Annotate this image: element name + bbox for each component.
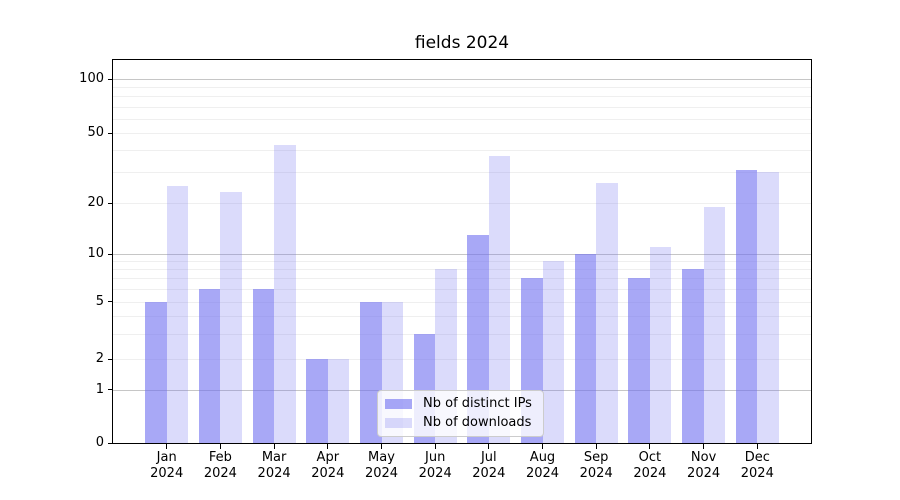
bar-distinct-ips-mar <box>252 289 275 443</box>
x-tick-mark <box>541 443 544 449</box>
chart-title: fields 2024 <box>414 33 510 53</box>
x-tick-mark <box>703 443 705 449</box>
bar-distinct-ips-feb <box>198 289 221 443</box>
x-tick-mark <box>595 443 597 449</box>
x-tick-label: Jul 2024 <box>472 450 506 481</box>
legend-swatch-distinct-ips <box>385 399 412 409</box>
minor-gridline <box>113 150 811 151</box>
x-tick-mark <box>327 443 329 449</box>
legend-label: Nb of distinct IPs <box>423 396 532 411</box>
x-tick-label: Jun 2024 <box>418 450 452 481</box>
legend: Nb of distinct IPs Nb of downloads <box>377 390 544 437</box>
x-tick-mark <box>380 443 383 449</box>
bar-distinct-ips-sep <box>574 254 597 443</box>
bar-downloads-jul <box>488 156 511 443</box>
bar-downloads-mar <box>274 144 296 443</box>
bar-downloads-apr <box>327 359 350 443</box>
bar-downloads-jan <box>166 186 189 443</box>
y-tick-label: 0 <box>95 435 104 450</box>
bar-distinct-ips-jan <box>145 301 167 443</box>
y-tick-mark <box>108 442 113 444</box>
x-tick-label: Sep 2024 <box>579 450 613 481</box>
minor-gridline <box>113 315 811 317</box>
y-tick-mark <box>108 253 113 255</box>
x-tick-mark <box>488 443 490 449</box>
y-tick-label: 10 <box>87 246 104 261</box>
bar-distinct-ips-may <box>360 301 382 443</box>
x-tick-mark <box>166 443 168 449</box>
y-tick-mark <box>108 301 113 303</box>
y-tick-label: 100 <box>79 71 104 86</box>
x-tick-mark <box>756 443 758 449</box>
bar-distinct-ips-dec <box>735 169 758 443</box>
minor-gridline <box>113 289 811 290</box>
minor-gridline <box>113 133 811 134</box>
major-gridline <box>113 79 811 81</box>
y-tick-label: 2 <box>95 351 104 366</box>
x-tick-label: Oct 2024 <box>633 450 667 481</box>
minor-gridline <box>113 118 811 120</box>
bar-distinct-ips-oct <box>628 278 650 443</box>
x-tick-label: Apr 2024 <box>311 450 345 481</box>
minor-gridline <box>113 261 811 263</box>
minor-gridline <box>113 106 811 108</box>
major-gridline <box>113 254 811 256</box>
x-tick-mark <box>649 443 651 449</box>
y-tick-mark <box>108 78 113 80</box>
minor-gridline <box>113 333 811 335</box>
y-tick-mark <box>108 389 113 391</box>
bar-distinct-ips-nov <box>682 269 704 443</box>
bar-downloads-oct <box>649 247 672 443</box>
bar-downloads-nov <box>703 206 726 443</box>
minor-gridline <box>113 96 811 98</box>
x-tick-mark <box>434 443 436 449</box>
minor-gridline <box>113 359 811 360</box>
y-tick-label: 50 <box>87 125 104 140</box>
y-tick-label: 20 <box>87 195 104 210</box>
legend-label: Nb of downloads <box>423 415 532 430</box>
legend-swatch-downloads <box>385 418 412 428</box>
bar-downloads-feb <box>220 192 242 443</box>
x-tick-mark <box>219 443 221 449</box>
bar-downloads-sep <box>596 183 618 443</box>
x-tick-label: Aug 2024 <box>525 450 560 481</box>
y-tick-label: 1 <box>95 381 104 397</box>
minor-gridline <box>113 301 811 303</box>
minor-gridline <box>113 87 811 89</box>
minor-gridline <box>113 172 811 173</box>
bar-downloads-dec <box>757 172 779 443</box>
y-tick-mark <box>108 132 113 134</box>
x-tick-label: Feb 2024 <box>203 450 237 481</box>
legend-item-distinct-ips: Nb of distinct IPs <box>385 396 543 412</box>
minor-gridline <box>113 203 811 204</box>
y-tick-label: 5 <box>95 293 104 309</box>
bar-downloads-aug <box>542 261 564 443</box>
minor-gridline <box>113 278 811 280</box>
x-tick-label: Dec 2024 <box>740 450 774 481</box>
x-tick-label: May 2024 <box>364 450 399 481</box>
x-tick-label: Jan 2024 <box>150 450 184 481</box>
x-tick-label: Mar 2024 <box>257 450 291 481</box>
bar-distinct-ips-apr <box>306 359 328 443</box>
minor-gridline <box>113 269 811 271</box>
y-tick-mark <box>108 358 113 360</box>
y-tick-mark <box>108 202 113 204</box>
legend-item-downloads: Nb of downloads <box>385 415 543 431</box>
x-tick-label: Nov 2024 <box>687 450 721 481</box>
x-tick-mark <box>273 443 275 449</box>
